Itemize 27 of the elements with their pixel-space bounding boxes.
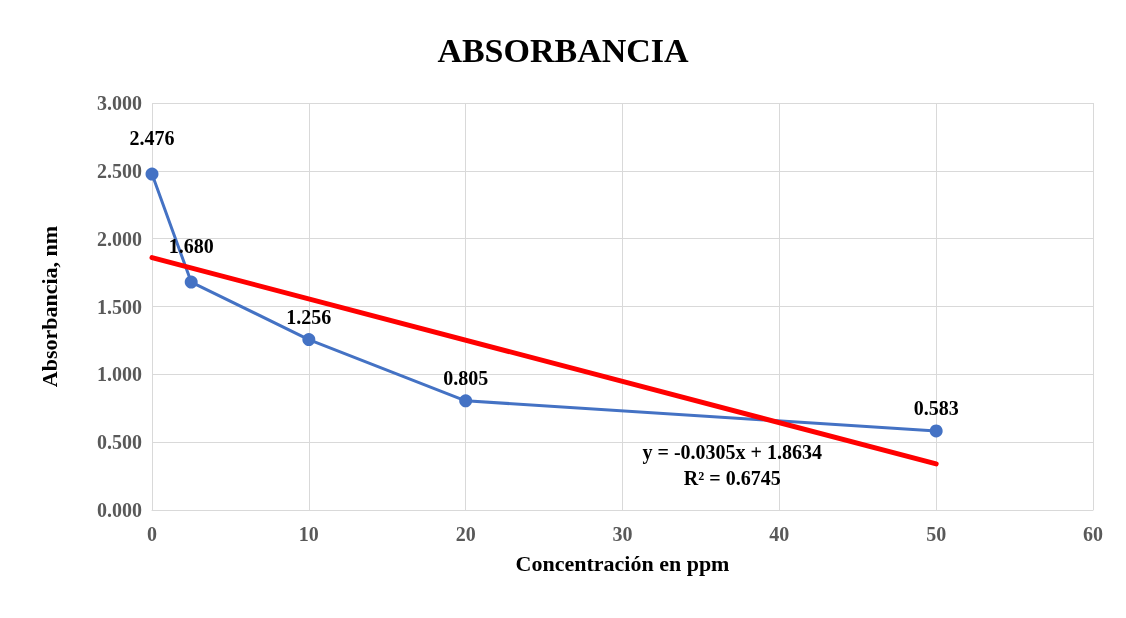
y-tick-label: 2.000 xyxy=(97,227,142,250)
x-tick-label: 20 xyxy=(455,523,476,545)
x-axis-title: Concentración en ppm xyxy=(515,550,730,576)
y-tick-label: 1.500 xyxy=(97,295,142,318)
x-tick-label: 0 xyxy=(147,523,157,545)
y-tick-label: 0.500 xyxy=(97,431,142,454)
point xyxy=(459,394,473,408)
y-tick-label: 3.000 xyxy=(97,92,142,114)
point xyxy=(929,424,943,438)
x-tick-label: 40 xyxy=(769,523,790,545)
x-tick-label: 50 xyxy=(926,523,947,545)
y-tick-label: 2.500 xyxy=(97,159,142,182)
y-tick-label: 1.000 xyxy=(97,363,142,386)
point xyxy=(145,167,159,181)
data-label: 0.805 xyxy=(443,367,489,390)
annotation: y = -0.0305x + 1.8634 R² = 0.6745 xyxy=(642,441,823,490)
chart-title: ABSORBANCIA xyxy=(437,31,690,69)
x-tick-label: 30 xyxy=(612,523,633,545)
point xyxy=(302,333,316,347)
point xyxy=(184,275,198,289)
x-tick-label: 60 xyxy=(1083,523,1103,545)
y-tick-label: 0.000 xyxy=(97,499,142,521)
y-axis-title: Absorbancia, nm xyxy=(36,225,62,388)
data-label: 1.256 xyxy=(286,306,332,329)
data-label: 0.583 xyxy=(913,397,959,420)
x-tick-label: 10 xyxy=(298,523,319,545)
data-label: 2.476 xyxy=(129,126,175,149)
